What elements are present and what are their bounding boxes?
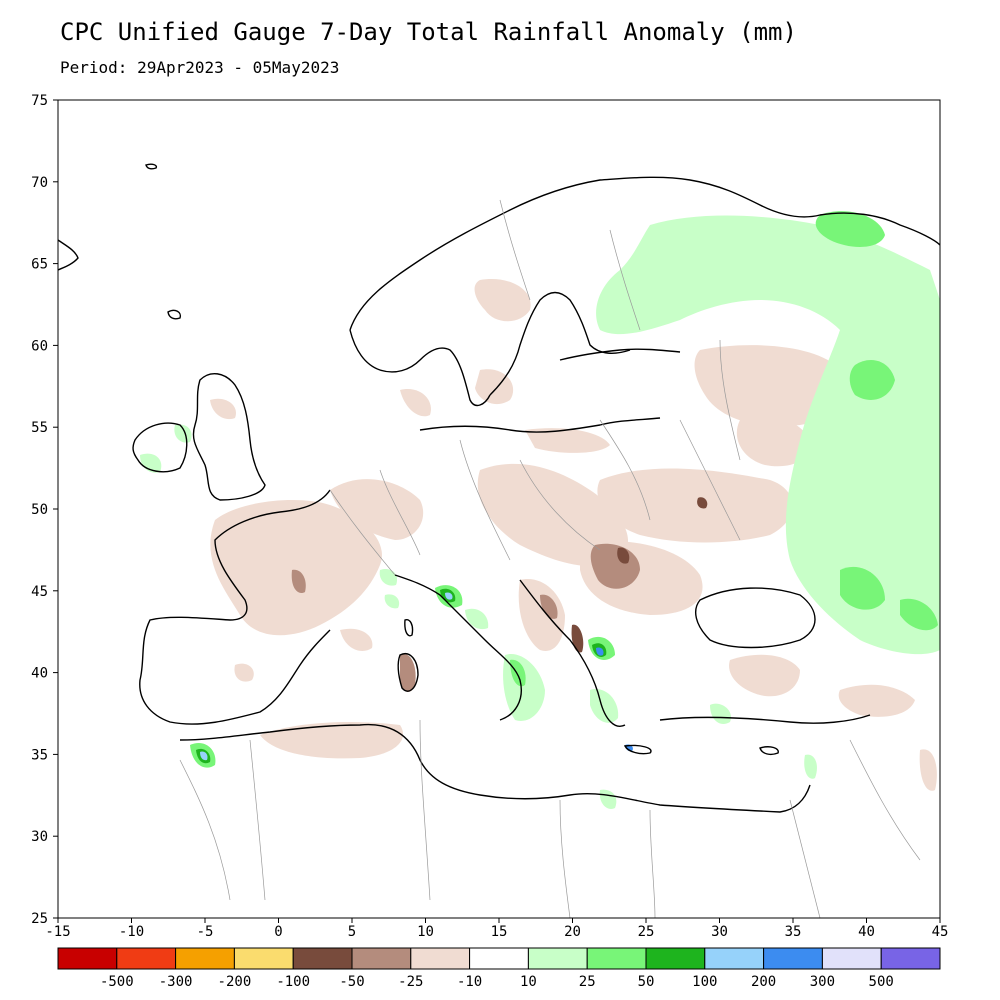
colorbar-label: 100 xyxy=(692,974,717,990)
country-borders xyxy=(179,199,921,918)
colorbar-label: -300 xyxy=(159,974,193,990)
y-tick-label: 45 xyxy=(31,584,48,600)
x-tick-label: 15 xyxy=(491,924,508,940)
colorbar-label: -10 xyxy=(457,974,482,990)
colorbar-label: -100 xyxy=(276,974,310,990)
x-tick-label: -5 xyxy=(197,924,214,940)
y-tick-label: 55 xyxy=(31,420,48,436)
colorbar-swatch xyxy=(763,947,823,970)
colorbar-swatch xyxy=(116,947,177,970)
colorbar-swatch xyxy=(586,947,647,970)
wet-anomaly-areas xyxy=(140,215,940,809)
map-title: CPC Unified Gauge 7-Day Total Rainfall A… xyxy=(60,18,797,46)
colorbar-label: 10 xyxy=(520,974,537,990)
x-tick-label: 30 xyxy=(711,924,728,940)
colorbar-swatch xyxy=(469,947,529,970)
colorbar-label: 50 xyxy=(638,974,655,990)
map-period: Period: 29Apr2023 - 05May2023 xyxy=(60,58,340,77)
x-tick-label: 20 xyxy=(564,924,581,940)
x-tick-label: 35 xyxy=(785,924,802,940)
colorbar-swatch xyxy=(292,947,353,970)
colorbar: -500 -300 -200 -100 -50 -25 -10 10 25 50 100 200 300… xyxy=(57,947,941,990)
colorbar-swatch xyxy=(233,947,294,970)
x-tick-label: -15 xyxy=(45,924,70,940)
map-plot-area xyxy=(58,100,940,918)
x-tick-label: 10 xyxy=(417,924,434,940)
colorbar-swatch xyxy=(880,947,941,970)
colorbar-label: -25 xyxy=(398,974,423,990)
colorbar-swatch xyxy=(57,947,118,970)
colorbar-swatch xyxy=(351,947,412,970)
colorbar-label: -50 xyxy=(339,974,364,990)
colorbar-swatch xyxy=(645,947,706,970)
x-tick-label: 40 xyxy=(858,924,875,940)
colorbar-label: 500 xyxy=(869,974,894,990)
colorbar-label: 25 xyxy=(579,974,596,990)
x-tick-label: 25 xyxy=(638,924,655,940)
wet-strong-areas xyxy=(196,588,633,764)
x-tick-label: 5 xyxy=(348,924,356,940)
colorbar-swatch xyxy=(821,947,882,970)
y-tick-label: 60 xyxy=(31,338,48,354)
colorbar-label: -200 xyxy=(218,974,252,990)
colorbar-label: 300 xyxy=(810,974,835,990)
x-tick-label: 45 xyxy=(932,924,949,940)
y-tick-label: 25 xyxy=(31,911,48,927)
x-tick-label: 0 xyxy=(274,924,282,940)
y-tick-label: 50 xyxy=(31,502,48,518)
y-tick-label: 65 xyxy=(31,257,48,273)
y-tick-label: 30 xyxy=(31,829,48,845)
dry-strong-areas xyxy=(571,497,708,653)
x-tick-label: -10 xyxy=(119,924,144,940)
colorbar-swatch xyxy=(410,947,471,970)
colorbar-label: 200 xyxy=(751,974,776,990)
x-axis: -15 -10 -5 0 5 10 15 20 25 30 35 40 45 xyxy=(45,918,948,940)
y-tick-label: 70 xyxy=(31,175,48,191)
y-axis: 25 30 35 40 45 50 55 60 65 70 75 xyxy=(31,93,58,927)
y-tick-label: 75 xyxy=(31,93,48,109)
colorbar-swatch xyxy=(527,947,588,970)
colorbar-swatch xyxy=(704,947,765,970)
dry-anomaly-areas xyxy=(210,279,937,791)
coastlines xyxy=(58,163,940,813)
y-tick-label: 35 xyxy=(31,747,48,763)
colorbar-label: -500 xyxy=(100,974,134,990)
colorbar-swatch xyxy=(175,947,235,970)
y-tick-label: 40 xyxy=(31,666,48,682)
